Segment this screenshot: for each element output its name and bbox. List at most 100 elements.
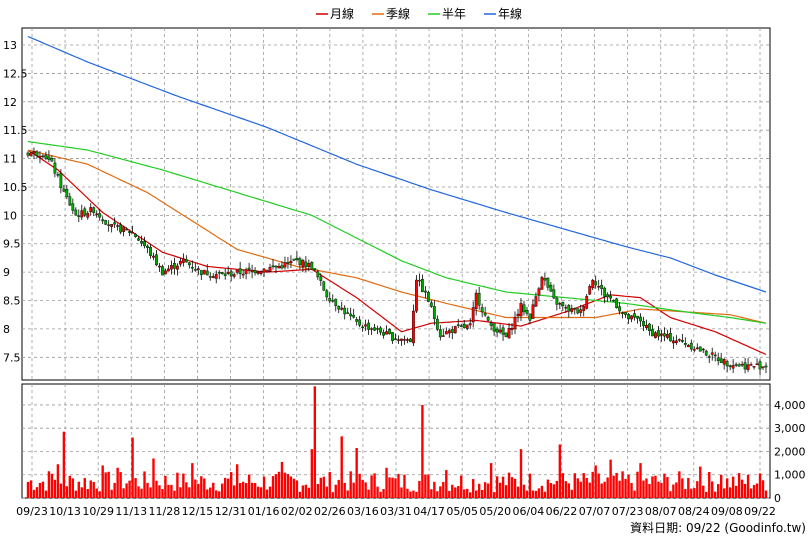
volume-bar xyxy=(678,471,681,498)
ma-line xyxy=(27,149,767,324)
date-tick-label: 09/08 xyxy=(711,505,743,518)
date-tick-label: 11/13 xyxy=(115,505,147,518)
price-tick-label: 10.5 xyxy=(3,181,28,194)
price-tick-label: 12 xyxy=(3,96,17,109)
volume-bar xyxy=(711,481,714,498)
volume-bar xyxy=(624,478,627,498)
candle-body xyxy=(334,298,338,306)
candle-body xyxy=(382,332,385,336)
volume-bar xyxy=(86,488,89,498)
candle-body xyxy=(113,222,117,225)
candle-body xyxy=(543,278,547,281)
volume-bar xyxy=(26,481,30,498)
volume-bar xyxy=(516,486,520,498)
volume-bar xyxy=(104,472,107,498)
candle-body xyxy=(146,245,149,248)
candle-body xyxy=(432,306,436,319)
candle-body xyxy=(609,295,613,299)
candle-body xyxy=(666,333,669,338)
volume-bar xyxy=(460,475,463,498)
candle-body xyxy=(253,270,257,274)
volume-bar xyxy=(633,490,636,498)
candle-body xyxy=(654,332,657,338)
candle-body xyxy=(737,364,741,367)
volume-bar xyxy=(690,488,693,498)
candle-body xyxy=(677,339,681,341)
candle-body xyxy=(38,155,42,158)
volume-bar xyxy=(164,475,167,498)
volume-bar xyxy=(645,478,648,498)
volume-tick-label: 2,000 xyxy=(774,445,806,458)
volume-bar xyxy=(340,436,343,498)
volume-bar xyxy=(469,492,472,498)
candle-body xyxy=(158,265,161,268)
volume-bar xyxy=(337,479,340,498)
volume-bar xyxy=(651,476,654,498)
volume-bar xyxy=(719,474,723,498)
candle-body xyxy=(86,213,90,218)
candle-body xyxy=(489,322,493,326)
candle-body xyxy=(594,281,598,286)
volume-bar xyxy=(206,489,209,498)
volume-bar xyxy=(274,474,278,498)
candle-body xyxy=(615,298,619,309)
price-tick-label: 9 xyxy=(3,266,10,279)
volume-bar xyxy=(480,489,484,498)
candle-body xyxy=(701,348,705,351)
volume-bar xyxy=(681,478,684,498)
price-tick-label: 13 xyxy=(3,39,17,52)
candle-body xyxy=(361,326,365,329)
volume-bar xyxy=(256,486,260,498)
candle-body xyxy=(250,269,254,272)
volume-bar xyxy=(370,475,373,498)
candle-body xyxy=(53,162,57,174)
volume-bar xyxy=(439,486,442,498)
candle-body xyxy=(41,155,45,158)
volume-bar xyxy=(203,478,206,498)
candle-body xyxy=(498,329,502,333)
volume-bar xyxy=(504,485,508,498)
candle-body xyxy=(486,316,490,321)
candle-body xyxy=(465,324,469,329)
candle-body xyxy=(385,331,388,335)
volume-bar xyxy=(349,471,352,498)
volume-bar xyxy=(519,449,523,498)
volume-bar xyxy=(376,486,379,498)
volume-bar xyxy=(328,472,331,498)
price-tick-label: 12.5 xyxy=(3,67,28,80)
volume-bar xyxy=(513,478,517,498)
candle-body xyxy=(313,268,317,271)
volume-bar xyxy=(489,463,493,498)
candle-body xyxy=(639,316,642,322)
volume-bars xyxy=(26,386,768,498)
candle-body xyxy=(155,254,158,266)
candle-body xyxy=(325,290,329,298)
volume-bar xyxy=(286,474,290,498)
candle-body xyxy=(507,327,511,339)
candle-body xyxy=(483,313,487,316)
volume-bar xyxy=(477,483,481,498)
volume-bar xyxy=(424,474,427,498)
candle-body xyxy=(585,296,589,309)
volume-bar xyxy=(232,485,236,498)
candle-body xyxy=(450,329,454,333)
candle-body xyxy=(749,364,753,366)
volume-bar xyxy=(313,386,317,498)
volume-bar xyxy=(573,473,576,498)
candle-body xyxy=(743,362,747,370)
candle-body xyxy=(173,262,176,269)
candle-body xyxy=(140,241,143,244)
volume-bar xyxy=(268,486,272,498)
candle-body xyxy=(196,268,200,270)
volume-bar xyxy=(564,481,568,498)
volume-bar xyxy=(606,477,609,498)
volume-bar xyxy=(466,488,469,498)
candle-body xyxy=(241,273,245,276)
candle-body xyxy=(134,233,137,237)
candle-body xyxy=(265,270,269,272)
volume-bar xyxy=(585,477,588,498)
candle-body xyxy=(707,356,711,358)
volume-bar xyxy=(343,482,346,498)
volume-bar xyxy=(352,482,355,498)
volume-tick-label: 3,000 xyxy=(774,422,806,435)
